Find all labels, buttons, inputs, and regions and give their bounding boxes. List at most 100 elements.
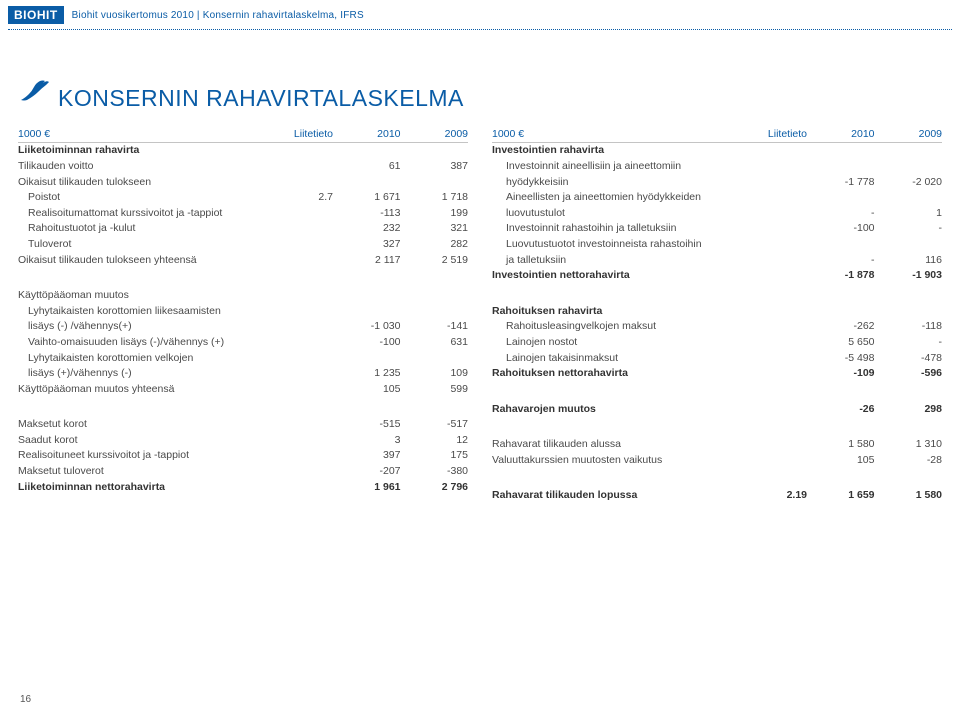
table-row: Aineellisten ja aineettomien hyödykkeide… xyxy=(492,189,942,205)
table-row: Maksetut tuloverot-207-380 xyxy=(18,463,468,479)
table-row: Investointien rahavirta xyxy=(492,142,942,158)
row-y1 xyxy=(333,287,401,303)
row-label: Rahoitustuotot ja -kulut xyxy=(18,221,275,237)
row-label: Tuloverot xyxy=(18,236,275,252)
row-y2: -141 xyxy=(401,319,469,335)
row-y1: -207 xyxy=(333,463,401,479)
row-label: Aineellisten ja aineettomien hyödykkeide… xyxy=(492,189,749,205)
row-y1 xyxy=(333,350,401,366)
row-y1 xyxy=(333,174,401,190)
row-y2: 298 xyxy=(875,401,943,417)
row-label: Saadut korot xyxy=(18,432,275,448)
hdr-currency: 1000 € xyxy=(492,126,749,142)
row-y1: 105 xyxy=(807,452,875,468)
row-y1 xyxy=(333,303,401,319)
row-y1: 2 117 xyxy=(333,252,401,268)
hdr-y2: 2009 xyxy=(401,126,469,142)
row-y2 xyxy=(401,350,469,366)
row-note xyxy=(749,350,808,366)
row-y2 xyxy=(401,287,469,303)
row-note xyxy=(275,252,334,268)
row-note xyxy=(275,381,334,397)
row-label: Vaihto-omaisuuden lisäys (-)/vähennys (+… xyxy=(18,334,275,350)
table-row: Rahoituksen nettorahavirta-109-596 xyxy=(492,365,942,381)
row-label: Liiketoiminnan rahavirta xyxy=(18,142,275,158)
row-note xyxy=(749,221,808,237)
row-note xyxy=(275,319,334,335)
table-row xyxy=(18,397,468,417)
row-y2: 387 xyxy=(401,158,469,174)
table-row: Lainojen nostot5 650- xyxy=(492,334,942,350)
row-label: Realisoituneet kurssivoitot ja -tappiot xyxy=(18,448,275,464)
row-y2: -596 xyxy=(875,365,943,381)
row-note xyxy=(749,252,808,268)
row-note xyxy=(275,432,334,448)
table-row: Valuuttakurssien muutosten vaikutus105-2… xyxy=(492,452,942,468)
row-y1: -1 030 xyxy=(333,319,401,335)
hdr-y1: 2010 xyxy=(333,126,401,142)
row-note xyxy=(275,158,334,174)
row-y1 xyxy=(807,189,875,205)
row-label: Liiketoiminnan nettorahavirta xyxy=(18,479,275,495)
cashflow-right-table: 1000 € Liitetieto 2010 2009 Investointie… xyxy=(492,126,942,503)
row-note xyxy=(749,267,808,283)
table-row: Vaihto-omaisuuden lisäys (-)/vähennys (+… xyxy=(18,334,468,350)
row-note xyxy=(275,287,334,303)
row-label: Oikaisut tilikauden tulokseen xyxy=(18,174,275,190)
logo: BIOHIT xyxy=(8,6,64,24)
row-y2: 631 xyxy=(401,334,469,350)
row-note xyxy=(749,452,808,468)
row-y1: 232 xyxy=(333,221,401,237)
row-label: lisäys (+)/vähennys (-) xyxy=(18,365,275,381)
row-y1: 1 961 xyxy=(333,479,401,495)
table-row: Realisoitumattomat kurssivoitot ja -tapp… xyxy=(18,205,468,221)
bird-icon xyxy=(18,78,52,106)
row-note xyxy=(749,303,808,319)
row-note xyxy=(275,221,334,237)
table-row: Lainojen takaisinmaksut-5 498-478 xyxy=(492,350,942,366)
row-y1: -113 xyxy=(333,205,401,221)
row-y2 xyxy=(401,174,469,190)
table-row: Käyttöpääoman muutos yhteensä105599 xyxy=(18,381,468,397)
row-label: Oikaisut tilikauden tulokseen yhteensä xyxy=(18,252,275,268)
row-y2: 116 xyxy=(875,252,943,268)
table-row: Poistot2.71 6711 718 xyxy=(18,189,468,205)
row-y2: -380 xyxy=(401,463,469,479)
row-y1: 5 650 xyxy=(807,334,875,350)
row-note xyxy=(275,174,334,190)
table-row: ja talletuksiin-116 xyxy=(492,252,942,268)
row-y1: -262 xyxy=(807,319,875,335)
row-label: lisäys (-) /vähennys(+) xyxy=(18,319,275,335)
row-note xyxy=(749,401,808,417)
row-label: Lyhytaikaisten korottomien liikesaamiste… xyxy=(18,303,275,319)
row-label: Poistot xyxy=(18,189,275,205)
table-row: Rahavarojen muutos-26298 xyxy=(492,401,942,417)
row-label: Rahavarat tilikauden lopussa xyxy=(492,488,749,504)
row-note xyxy=(275,479,334,495)
right-column: 1000 € Liitetieto 2010 2009 Investointie… xyxy=(492,126,942,503)
row-y2: 109 xyxy=(401,365,469,381)
table-row xyxy=(492,283,942,303)
row-y2: 321 xyxy=(401,221,469,237)
table-row: Tilikauden voitto61387 xyxy=(18,158,468,174)
header: BIOHIT Biohit vuosikertomus 2010 | Konse… xyxy=(0,0,960,28)
row-note: 2.7 xyxy=(275,189,334,205)
table-row: Lyhytaikaisten korottomien velkojen xyxy=(18,350,468,366)
row-note xyxy=(275,236,334,252)
row-y2: - xyxy=(875,221,943,237)
title-row: KONSERNIN RAHAVIRTALASKELMA xyxy=(18,78,960,112)
row-label: Rahoitusleasingvelkojen maksut xyxy=(492,319,749,335)
row-y1: -100 xyxy=(807,221,875,237)
row-y1: 1 659 xyxy=(807,488,875,504)
row-label: Rahavarat tilikauden alussa xyxy=(492,437,749,453)
row-note xyxy=(275,417,334,433)
row-note: 2.19 xyxy=(749,488,808,504)
row-note xyxy=(275,448,334,464)
table-row: Liiketoiminnan nettorahavirta1 9612 796 xyxy=(18,479,468,495)
hdr-y1: 2010 xyxy=(807,126,875,142)
row-y2: -1 903 xyxy=(875,267,943,283)
row-label: Lainojen takaisinmaksut xyxy=(492,350,749,366)
row-y1: 61 xyxy=(333,158,401,174)
row-label: Lyhytaikaisten korottomien velkojen xyxy=(18,350,275,366)
table-row: Maksetut korot-515-517 xyxy=(18,417,468,433)
